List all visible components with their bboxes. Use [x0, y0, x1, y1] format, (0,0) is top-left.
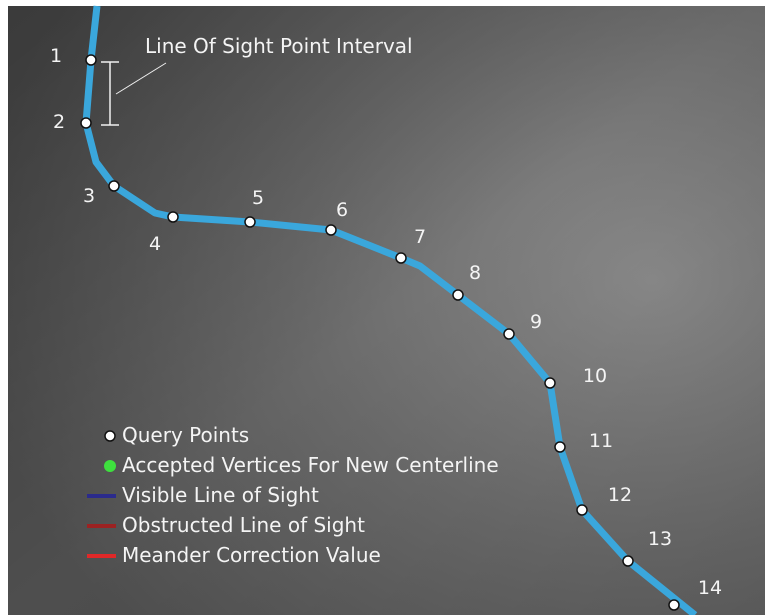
query-point: [168, 212, 178, 222]
legend-symbol: [105, 431, 115, 441]
point-label: 3: [83, 185, 95, 207]
point-label: 12: [608, 484, 632, 506]
point-label: 7: [414, 226, 426, 248]
query-point: [504, 329, 514, 339]
legend-symbol: [87, 494, 116, 498]
legend-symbol: [87, 554, 116, 558]
query-point: [245, 217, 255, 227]
point-label: 8: [469, 262, 481, 284]
query-point: [81, 118, 91, 128]
legend-symbol: [87, 524, 116, 528]
legend-label: Obstructed Line of Sight: [122, 513, 365, 537]
query-point: [555, 442, 565, 452]
point-label: 10: [583, 365, 607, 387]
query-point: [669, 600, 679, 610]
point-label: 13: [648, 528, 672, 550]
point-label: 4: [149, 233, 161, 255]
point-label: 6: [336, 199, 348, 221]
point-label: 14: [698, 577, 722, 599]
point-label: 5: [252, 187, 264, 209]
query-point: [577, 505, 587, 515]
annotation: Line Of Sight Point Interval: [145, 34, 413, 58]
legend-label: Accepted Vertices For New Centerline: [122, 453, 499, 477]
query-point: [396, 253, 406, 263]
legend-label: Visible Line of Sight: [122, 483, 319, 507]
query-point: [326, 225, 336, 235]
page: {"annotation": "Line Of Sight Point Inte…: [0, 0, 765, 615]
diagram: Line Of Sight Point Interval 12345678910…: [0, 0, 765, 615]
query-point: [453, 290, 463, 300]
query-point: [623, 556, 633, 566]
legend-symbol: [104, 460, 116, 472]
legend-label: Meander Correction Value: [122, 543, 381, 567]
query-point: [86, 55, 96, 65]
point-label: 2: [53, 111, 65, 133]
point-label: 1: [50, 45, 62, 67]
query-point: [545, 378, 555, 388]
point-label: 9: [530, 311, 542, 333]
query-point: [109, 181, 119, 191]
point-label: 11: [589, 430, 613, 452]
legend-label: Query Points: [122, 423, 249, 447]
